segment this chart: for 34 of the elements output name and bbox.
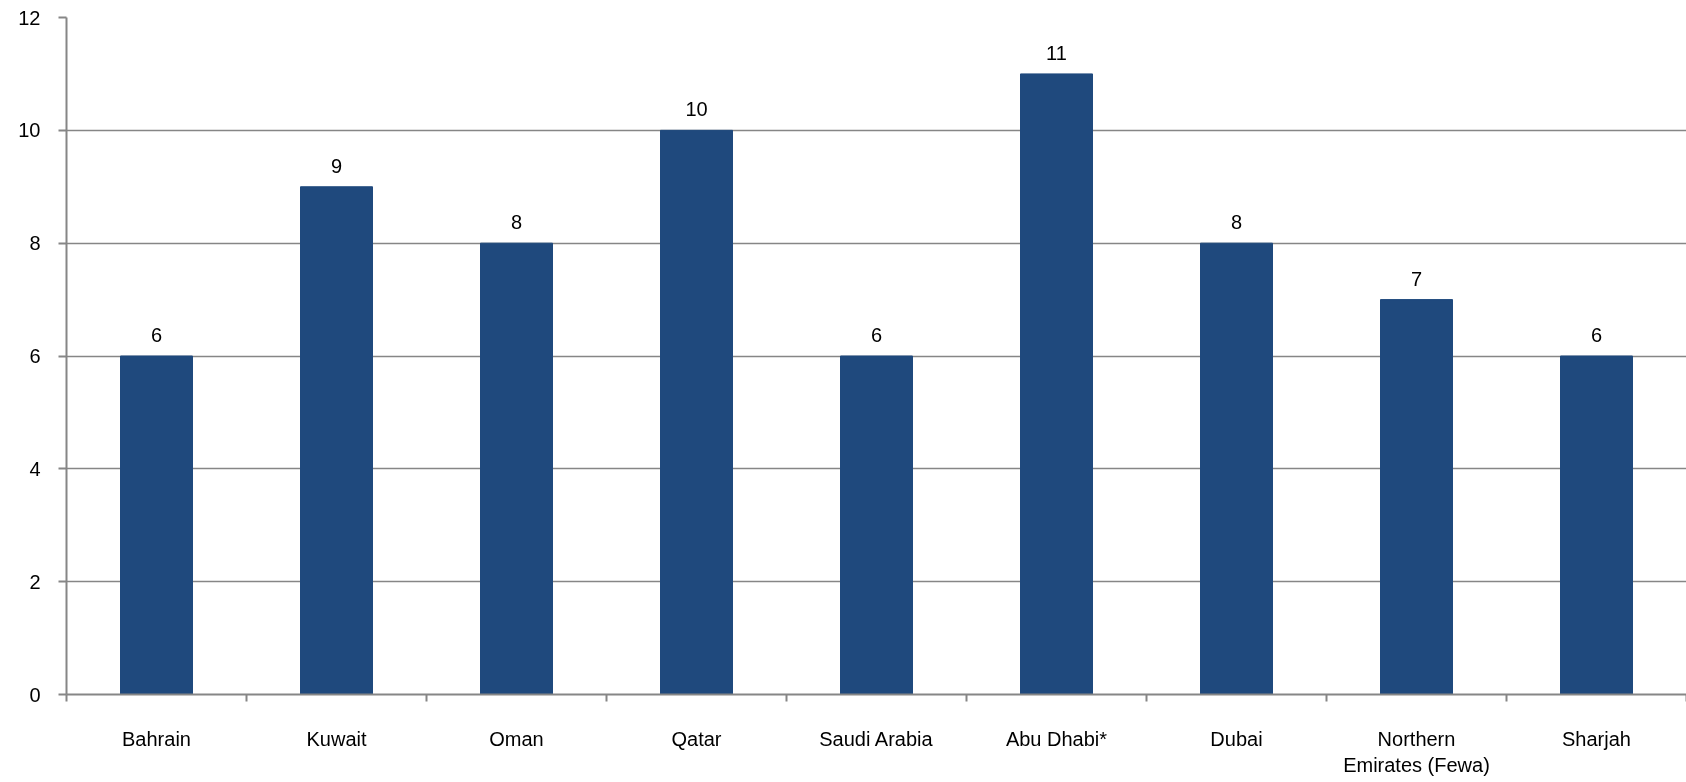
bar (840, 355, 913, 695)
bar (660, 129, 733, 695)
y-tick-label: 12 (18, 6, 41, 29)
data-label: 6 (150, 324, 163, 346)
x-tick-label: Abu Dhabi* (1005, 727, 1108, 750)
x-tick-label: Dubai (1210, 727, 1263, 750)
y-tick-label: 4 (29, 457, 41, 480)
x-tick-label: Qatar (671, 727, 722, 750)
y-tick-label: 0 (29, 683, 41, 706)
data-label: 6 (870, 324, 883, 346)
x-tick-label: Sharjah (1562, 727, 1631, 750)
bar (1020, 73, 1093, 695)
data-label: 8 (1230, 211, 1243, 234)
data-label: 7 (1410, 267, 1423, 290)
bar (480, 242, 553, 695)
data-label: 11 (1046, 41, 1067, 64)
x-tick-label: Bahrain (122, 727, 191, 750)
y-tick-label: 10 (18, 119, 41, 142)
data-label: 6 (1590, 324, 1603, 346)
bar (1560, 355, 1633, 695)
y-tick-label: 8 (29, 232, 41, 255)
y-tick-label: 6 (29, 345, 41, 367)
data-label: 9 (330, 154, 343, 177)
x-tick-label: Northern Emirates (Fewa) (1343, 727, 1490, 776)
y-tick-label: 2 (29, 570, 41, 593)
x-tick-label: Oman (489, 727, 544, 750)
data-label: 8 (510, 211, 523, 234)
bar (300, 186, 373, 695)
x-tick-label: Kuwait (306, 727, 367, 750)
x-tick-label: Saudi Arabia (819, 727, 934, 750)
bar (1380, 299, 1453, 695)
bar (120, 355, 193, 695)
data-label: 10 (685, 98, 708, 121)
bar (1200, 242, 1273, 695)
